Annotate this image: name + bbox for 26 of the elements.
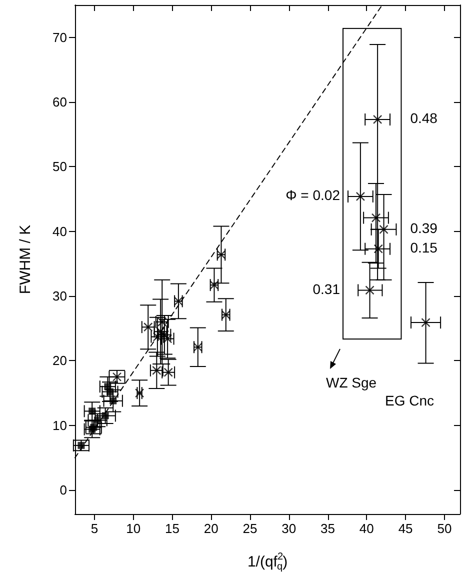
y-axis-title: FWHM / K — [17, 224, 34, 294]
y-tick-label: 50 — [52, 159, 67, 174]
x-tick-label: 50 — [437, 521, 452, 536]
y-tick-label: 70 — [52, 30, 67, 45]
x-tick-label: 30 — [282, 521, 296, 536]
y-tick-label: 20 — [52, 353, 67, 368]
annotation: 0.15 — [410, 240, 438, 256]
x-tick-label: 35 — [320, 521, 336, 536]
x-tick-label: 10 — [126, 521, 141, 536]
x-tick-label: 5 — [90, 521, 98, 536]
x-tick-label: 40 — [359, 521, 374, 536]
y-tick-label: 30 — [52, 288, 67, 304]
x-tick-label: 15 — [164, 521, 180, 536]
annotation: Φ = 0.02 — [286, 187, 340, 204]
x-tick-label: 20 — [204, 521, 218, 536]
y-tick-label: 0 — [60, 482, 67, 498]
annotation: EG Cnc — [385, 392, 434, 409]
y-tick-label: 60 — [52, 94, 67, 110]
y-tick-label: 10 — [52, 418, 67, 433]
y-tick-label: 40 — [52, 224, 67, 239]
annotation: 0.31 — [312, 280, 340, 297]
annotation: 0.48 — [410, 110, 438, 126]
annotation: WZ Sge — [326, 374, 377, 391]
annotation: 0.39 — [410, 220, 438, 236]
x-tick-label: 45 — [398, 521, 413, 536]
x-tick-label: 25 — [242, 521, 258, 536]
